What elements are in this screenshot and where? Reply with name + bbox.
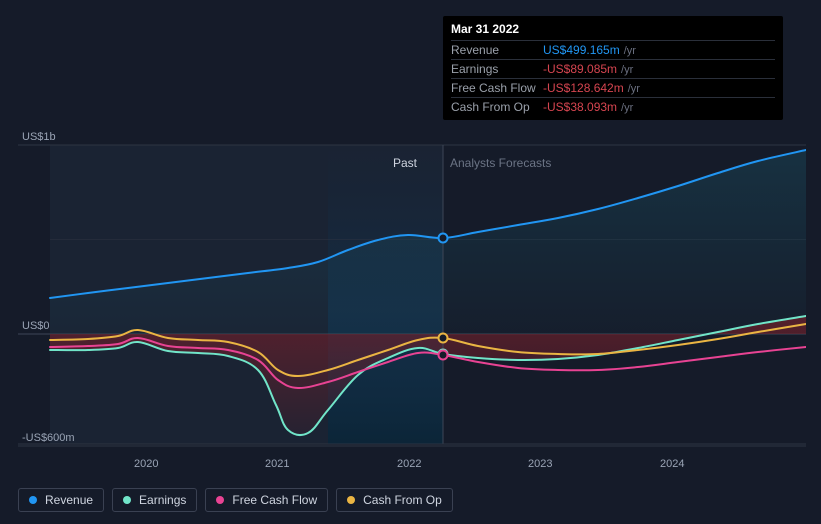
tooltip-metric-label: Free Cash Flow	[451, 81, 543, 95]
legend-dot	[216, 496, 224, 504]
legend-label: Free Cash Flow	[232, 493, 317, 507]
y-axis-label: US$0	[22, 320, 50, 332]
legend-item-cash-from-op[interactable]: Cash From Op	[336, 488, 453, 512]
x-axis-label: 2024	[660, 458, 684, 470]
legend-dot	[123, 496, 131, 504]
chart-legend: Revenue Earnings Free Cash Flow Cash Fro…	[18, 488, 453, 512]
tooltip-metric-unit: /yr	[621, 102, 633, 114]
chart-tooltip: Mar 31 2022 RevenueUS$499.165m/yrEarning…	[443, 16, 783, 120]
tooltip-row: Cash From Op-US$38.093m/yr	[451, 97, 775, 116]
x-axis-label: 2023	[528, 458, 552, 470]
tooltip-metric-value: -US$89.085m	[543, 62, 617, 76]
tooltip-metric-value: US$499.165m	[543, 43, 620, 57]
tooltip-metric-label: Revenue	[451, 43, 543, 57]
tooltip-metric-unit: /yr	[621, 64, 633, 76]
x-axis-label: 2021	[265, 458, 289, 470]
tooltip-metric-unit: /yr	[624, 45, 636, 57]
tooltip-metric-label: Earnings	[451, 62, 543, 76]
tooltip-row: RevenueUS$499.165m/yr	[451, 40, 775, 59]
legend-dot	[29, 496, 37, 504]
legend-label: Revenue	[45, 493, 93, 507]
tooltip-date: Mar 31 2022	[451, 22, 775, 40]
legend-item-free-cash-flow[interactable]: Free Cash Flow	[205, 488, 328, 512]
tooltip-row: Free Cash Flow-US$128.642m/yr	[451, 78, 775, 97]
x-axis-label: 2022	[397, 458, 421, 470]
legend-item-earnings[interactable]: Earnings	[112, 488, 197, 512]
legend-dot	[347, 496, 355, 504]
tooltip-row: Earnings-US$89.085m/yr	[451, 59, 775, 78]
forecasts-label: Analysts Forecasts	[450, 156, 551, 170]
tooltip-metric-value: -US$38.093m	[543, 100, 617, 114]
past-label: Past	[393, 156, 417, 170]
y-axis-label: -US$600m	[22, 432, 75, 444]
legend-label: Earnings	[139, 493, 186, 507]
tooltip-metric-unit: /yr	[628, 83, 640, 95]
tooltip-metric-value: -US$128.642m	[543, 81, 624, 95]
legend-label: Cash From Op	[363, 493, 442, 507]
tooltip-metric-label: Cash From Op	[451, 100, 543, 114]
x-axis-label: 2020	[134, 458, 158, 470]
legend-item-revenue[interactable]: Revenue	[18, 488, 104, 512]
y-axis-label: US$1b	[22, 131, 56, 143]
